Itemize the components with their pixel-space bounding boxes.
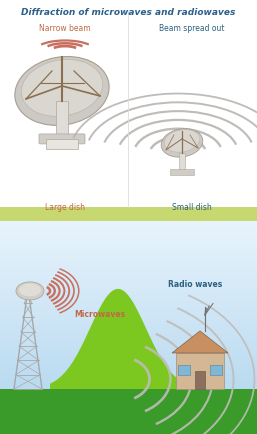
Ellipse shape	[15, 57, 109, 126]
Bar	[46, 140, 78, 150]
Text: Large dish: Large dish	[45, 202, 85, 211]
Text: Beam spread out: Beam spread out	[159, 24, 225, 33]
Bar	[128, 207, 257, 221]
Bar	[56, 102, 68, 140]
Polygon shape	[50, 289, 190, 389]
Ellipse shape	[16, 282, 44, 300]
FancyBboxPatch shape	[39, 135, 85, 145]
Bar	[176, 353, 224, 389]
Bar	[195, 371, 205, 389]
Ellipse shape	[161, 129, 203, 158]
Bar	[170, 170, 194, 175]
Text: Microwaves: Microwaves	[75, 310, 126, 319]
Bar	[179, 154, 185, 171]
Text: Narrow beam: Narrow beam	[39, 24, 91, 33]
Bar	[0, 389, 257, 434]
Ellipse shape	[164, 130, 200, 153]
Bar	[210, 365, 222, 375]
Ellipse shape	[21, 60, 103, 117]
Text: Small dish: Small dish	[172, 202, 212, 211]
Bar	[0, 207, 128, 221]
Polygon shape	[172, 331, 228, 353]
Text: Diffraction of microwaves and radiowaves: Diffraction of microwaves and radiowaves	[21, 8, 235, 17]
Bar	[178, 365, 190, 375]
Ellipse shape	[19, 284, 41, 297]
Text: Radio waves: Radio waves	[168, 280, 222, 289]
